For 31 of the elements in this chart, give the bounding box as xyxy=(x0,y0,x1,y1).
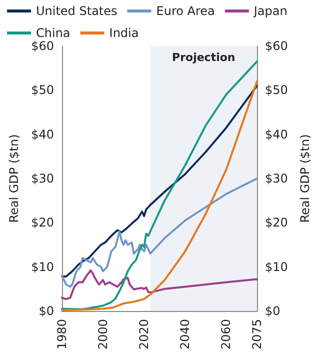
y2-tick-label: $60 xyxy=(265,39,288,53)
y2-tick-label: $20 xyxy=(265,216,288,230)
legend-label: United States xyxy=(36,4,118,18)
y-tick-label: $50 xyxy=(31,83,54,98)
y2-tick-label: $40 xyxy=(265,127,288,142)
y2-tick-label: $10 xyxy=(265,260,288,274)
x-tick-label: 2075 xyxy=(250,319,264,350)
y2-tick-label: $0 xyxy=(265,304,280,318)
y2-tick-label: $30 xyxy=(265,172,288,186)
y-tick-label: $0 xyxy=(38,304,54,318)
line-series xyxy=(61,178,258,288)
y-tick-label: $60 xyxy=(31,39,54,53)
x-tick-label: 2020 xyxy=(137,319,152,350)
y2-axis-title: Real GDP ($tn) xyxy=(298,134,312,223)
band-label: Projection xyxy=(172,51,236,64)
line-series xyxy=(61,84,258,278)
legend-label: Japan xyxy=(252,4,288,18)
legend-label: Euro Area xyxy=(156,4,215,18)
line-series xyxy=(61,269,258,300)
legend-label: China xyxy=(36,26,70,40)
y2-tick-label: $50 xyxy=(265,83,288,98)
y-axis-title: Real GDP ($tn) xyxy=(7,134,22,223)
x-tick-label: 2060 xyxy=(219,319,234,350)
x-tick-label: 2000 xyxy=(96,319,110,350)
y-tick-label: $10 xyxy=(31,260,54,274)
y-tick-label: $40 xyxy=(31,127,54,142)
legend-label: India xyxy=(109,26,139,40)
y-tick-label: $20 xyxy=(31,216,54,230)
y-tick-label: $30 xyxy=(31,172,54,186)
x-tick-label: 1980 xyxy=(55,319,69,350)
x-tick-label: 2040 xyxy=(178,319,192,350)
